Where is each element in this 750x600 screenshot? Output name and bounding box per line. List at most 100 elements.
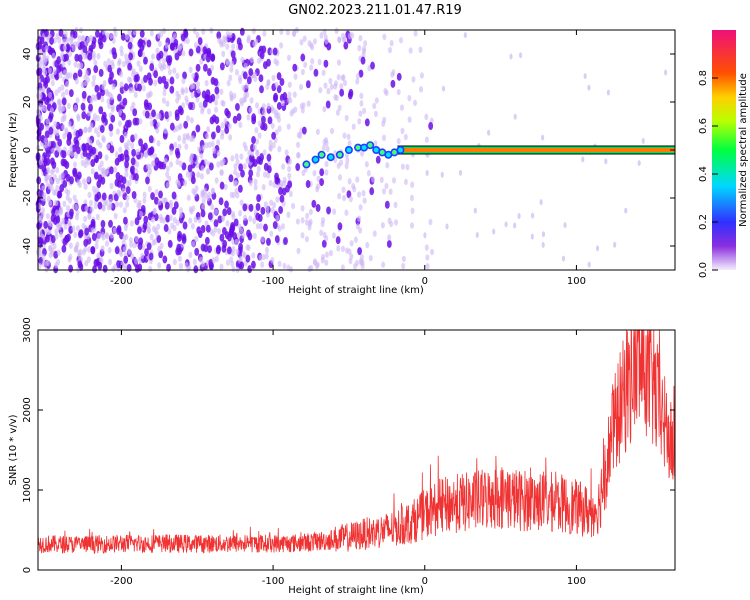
spectrogram-cell — [366, 170, 371, 177]
spectrogram-cell — [116, 260, 121, 269]
spectrogram-cell — [275, 196, 280, 203]
spectrogram-cell — [382, 134, 387, 142]
spectrogram-cell — [326, 87, 331, 95]
spectrogram-cell — [223, 36, 228, 44]
spectrogram-cell — [146, 222, 151, 229]
spectrogram-cell — [407, 116, 412, 123]
spectrogram-cell — [65, 81, 70, 88]
spectrogram-cell — [392, 177, 397, 184]
spectrogram-cell — [189, 117, 194, 124]
track-band — [397, 148, 675, 152]
spectrogram-cell — [102, 264, 108, 273]
spectrogram-cell — [211, 256, 216, 264]
spectrogram-cell — [171, 191, 177, 200]
spectrogram-cell — [87, 52, 93, 61]
spectrogram-cell — [637, 160, 641, 167]
spectrogram-cell — [345, 157, 350, 164]
spectrogram-cell — [561, 255, 566, 262]
spectrogram-cell — [146, 242, 152, 251]
spectrogram-cell — [48, 251, 53, 259]
spectrogram-cell — [153, 70, 159, 79]
spectrogram-cell — [75, 97, 80, 104]
x-tick-label: 100 — [567, 276, 586, 287]
spectrogram-cell — [158, 50, 164, 59]
spectrogram-cell — [59, 54, 64, 62]
spectrogram-cell — [125, 201, 130, 208]
spectrogram-cell — [41, 206, 46, 214]
spectrogram-cell — [250, 150, 255, 157]
spectrogram-cell — [67, 219, 72, 227]
spectrogram-cell — [177, 173, 183, 182]
spectrogram-cell — [147, 185, 152, 193]
spectrogram-cell — [335, 109, 340, 116]
spectrogram-cell — [53, 189, 58, 196]
spectrogram-cell — [38, 158, 43, 166]
spectrogram-cell — [347, 140, 352, 147]
spectrogram-cell — [145, 176, 150, 185]
spectrogram-cell — [207, 212, 213, 221]
spectrogram-cell — [272, 47, 278, 56]
spectrogram-cell — [191, 240, 196, 248]
spectrogram-cell — [62, 44, 67, 51]
spectrogram-cell — [563, 222, 567, 229]
spectrogram-cell — [199, 58, 204, 65]
spectrogram-cell — [135, 148, 140, 156]
spectrogram-cell — [236, 113, 242, 122]
spectrogram-cell — [411, 76, 416, 83]
spectrogram-cell — [267, 116, 273, 125]
spectrogram-cell — [207, 141, 212, 148]
spectrogram-cell — [112, 227, 117, 234]
spectrogram-cell — [265, 83, 270, 90]
spectrogram-cell — [283, 237, 288, 246]
spectrogram-cell — [228, 174, 234, 183]
spectrogram-cell — [371, 176, 376, 183]
spectrogram-cell — [301, 126, 307, 135]
spectrogram-cell — [233, 169, 238, 176]
spectrogram-cell — [210, 140, 215, 148]
spectrogram-cell — [360, 56, 366, 65]
spectrogram-cell — [36, 133, 42, 142]
colorbar: 0.0 0.2 0.4 0.6 0.8 Normalized spectral ampl… — [698, 30, 749, 278]
spectrogram-cell — [487, 129, 491, 136]
spectrogram-cell — [261, 115, 266, 124]
spectrogram-y-ticks: -40 -20 0 20 40 — [22, 48, 675, 254]
spectrogram-cell — [296, 141, 301, 149]
spectrogram-cell — [305, 180, 311, 189]
spectrogram-cell — [58, 174, 63, 181]
spectrogram-cell — [235, 172, 240, 179]
spectrogram-cell — [123, 216, 128, 225]
spectrogram-cell — [204, 142, 209, 149]
spectrogram-cell — [62, 132, 67, 140]
spectrogram-cell — [325, 100, 331, 109]
spectrogram-cell — [74, 213, 79, 221]
spectrogram-cell — [145, 92, 150, 99]
snr-x-ticks: -200 -100 0 100 — [110, 330, 586, 587]
spectrogram-cell — [62, 115, 67, 122]
spectrogram-cell — [75, 146, 81, 155]
spectrogram-cell — [256, 165, 261, 173]
spectrogram-cell — [127, 29, 132, 36]
track-point — [328, 154, 334, 160]
spectrogram-cell — [315, 203, 321, 212]
spectrogram-cell — [193, 216, 198, 223]
spectrogram-cell — [309, 42, 314, 49]
spectrogram-cell — [242, 203, 248, 212]
spectrogram-cell — [329, 83, 334, 91]
spectrogram-cell — [445, 223, 449, 230]
spectrogram-cell — [288, 190, 293, 198]
spectrogram-cell — [279, 77, 285, 86]
spectrogram-cell — [418, 46, 423, 53]
spectrogram-cell — [38, 230, 43, 237]
spectrogram-cell — [344, 114, 349, 122]
colorbar-tick-label: 0.0 — [698, 262, 709, 278]
spectrogram-cell — [190, 176, 196, 185]
spectrogram-cell — [219, 263, 224, 271]
spectrogram-cell — [370, 61, 375, 70]
spectrogram-cell — [148, 168, 153, 175]
spectrogram-cell — [256, 194, 262, 203]
spectrogram-cell — [240, 169, 245, 178]
spectrogram-cell — [323, 82, 328, 89]
spectrogram-cell — [54, 144, 59, 151]
spectrogram-cell — [295, 218, 300, 225]
spectrogram-cell — [492, 228, 496, 235]
